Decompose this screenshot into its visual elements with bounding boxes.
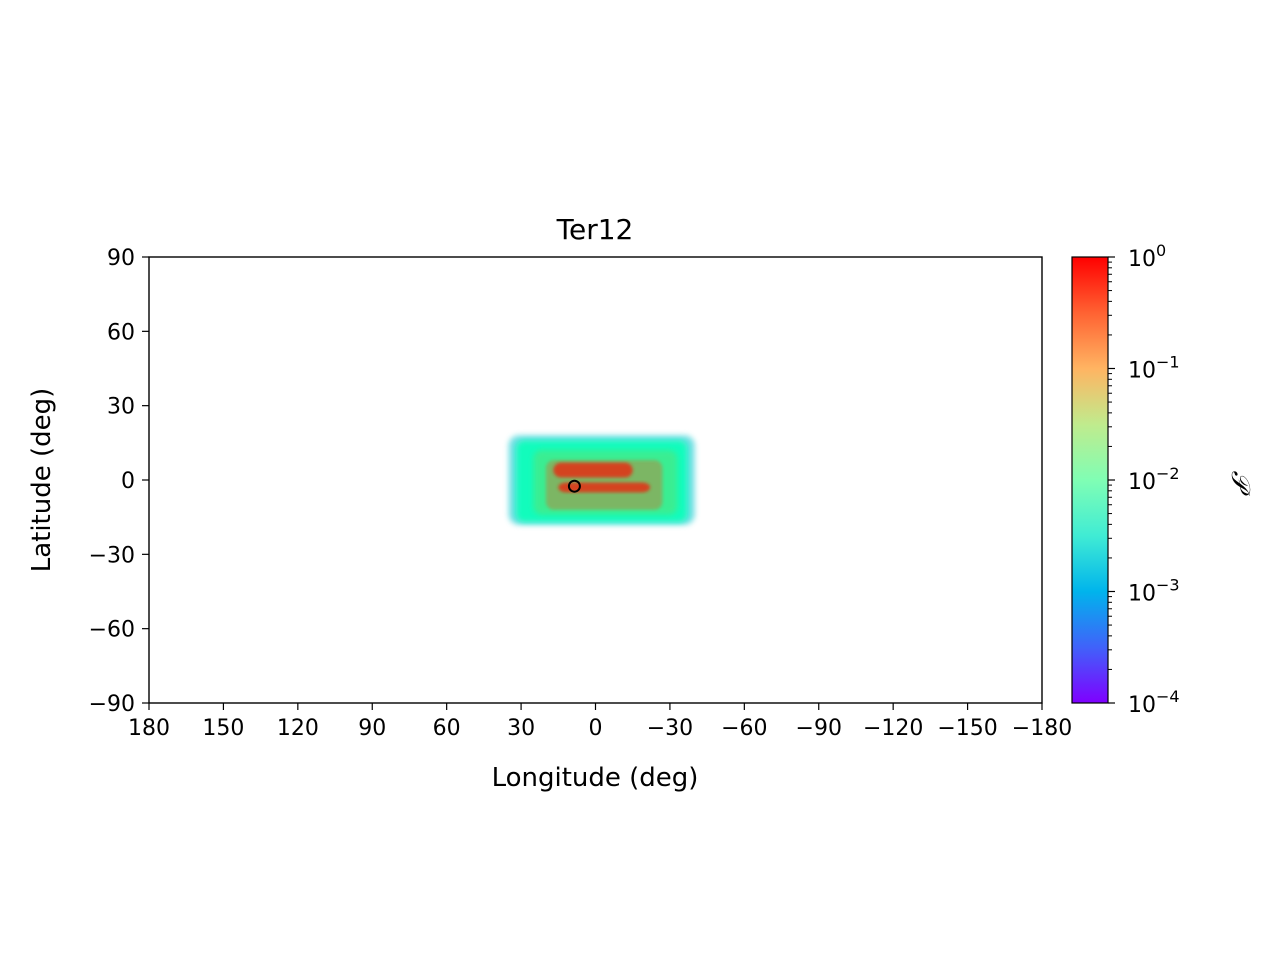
colorbar: 100 10−1 10−2 10−3 10−4 𝒫 <box>1071 241 1255 718</box>
y-tick-label: 90 <box>107 246 135 271</box>
y-tick-label: −60 <box>89 618 135 643</box>
x-tick-label: 90 <box>358 716 386 741</box>
colorbar-tick-label: 100 <box>1128 241 1166 272</box>
x-tick-label: 150 <box>202 716 244 741</box>
y-tick-label: 60 <box>107 320 135 345</box>
y-tick-label: −90 <box>89 692 135 717</box>
x-tick-label: 0 <box>589 716 603 741</box>
x-tick-label: −90 <box>796 716 842 741</box>
density-layer <box>508 435 695 525</box>
x-tick-label: 30 <box>507 716 535 741</box>
x-tick-label: 120 <box>277 716 319 741</box>
x-tick-label: 60 <box>433 716 461 741</box>
colorbar-tick-label: 10−1 <box>1128 353 1180 384</box>
colorbar-tick-label: 10−3 <box>1128 576 1180 607</box>
plot-area <box>148 256 1043 704</box>
y-tick-label: 0 <box>121 469 135 494</box>
x-axis-ticks: 180 150 120 90 60 30 0 −30 −60 −90 −120 −150 −180 <box>128 703 1072 741</box>
x-tick-label: −30 <box>647 716 693 741</box>
x-axis-label: Longitude (deg) <box>492 763 699 793</box>
x-tick-label: −150 <box>937 716 997 741</box>
x-tick-label: −60 <box>721 716 767 741</box>
density-region-lower-stream <box>558 482 651 493</box>
y-tick-label: 30 <box>107 395 135 420</box>
y-axis-label: Latitude (deg) <box>27 388 57 573</box>
y-tick-label: −30 <box>89 543 135 568</box>
colorbar-tick-label: 10−4 <box>1128 687 1180 718</box>
cluster-position-marker <box>567 479 581 493</box>
colorbar-label: 𝒫 <box>1225 471 1255 497</box>
colorbar-tick-label: 10−2 <box>1128 464 1180 495</box>
x-tick-label: −120 <box>863 716 923 741</box>
colorbar-gradient <box>1071 256 1109 704</box>
density-region-upper-stream <box>553 462 633 478</box>
y-axis-ticks: 90 60 30 0 −30 −60 −90 <box>89 246 149 717</box>
colorbar-ticks: 100 10−1 10−2 10−3 10−4 <box>1108 241 1180 718</box>
x-tick-label: 180 <box>128 716 170 741</box>
marker-layer <box>567 479 581 493</box>
x-tick-label: −180 <box>1012 716 1072 741</box>
chart-title: Ter12 <box>556 213 634 246</box>
